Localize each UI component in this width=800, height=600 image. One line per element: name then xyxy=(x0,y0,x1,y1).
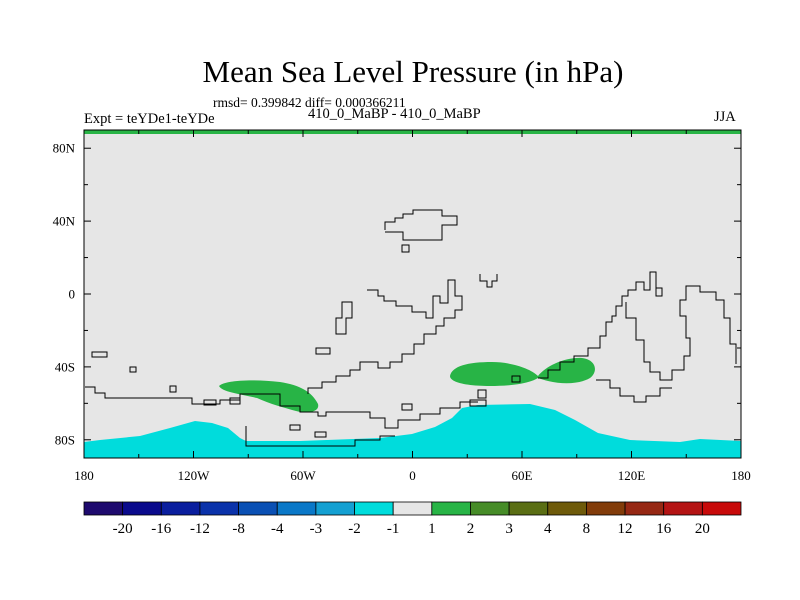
colorbar-swatch xyxy=(315,501,355,516)
stats-label: rmsd= 0.399842 diff= 0.000366211 xyxy=(213,95,406,110)
colorbar-swatch xyxy=(276,501,317,516)
colorbar-swatch xyxy=(701,501,742,516)
colorbar-swatch xyxy=(663,501,703,516)
coastline-segment xyxy=(315,347,331,355)
coastline-segment xyxy=(596,379,672,403)
south-pacific-green-region xyxy=(219,380,319,413)
colorbar-swatch xyxy=(508,501,549,516)
coastline-segment xyxy=(85,386,478,429)
coastline-segment xyxy=(401,403,413,411)
colorbar-swatch xyxy=(586,501,626,516)
coastline-segment xyxy=(314,431,327,438)
colorbar-label: -8 xyxy=(232,521,245,537)
colorbar-label: 16 xyxy=(656,521,672,537)
coastline-segment xyxy=(129,366,137,373)
colorbar-swatch xyxy=(392,501,433,516)
coastline-segment xyxy=(335,301,353,335)
coastline-segment xyxy=(307,279,463,394)
colorbar-swatch xyxy=(470,501,510,516)
coastline-segment xyxy=(169,385,177,393)
colorbar-label: -3 xyxy=(310,521,323,537)
colorbar-label: -16 xyxy=(151,521,171,537)
colorbar-swatch xyxy=(83,501,124,516)
colorbar-swatch xyxy=(160,501,201,516)
south-indian-green-region xyxy=(450,357,595,386)
colorbar-swatch xyxy=(354,501,394,516)
colorbar-label: -4 xyxy=(271,521,284,537)
coastline-segment xyxy=(203,399,217,406)
colorbar-label: 1 xyxy=(428,521,436,537)
y-tick-label: 0 xyxy=(69,287,76,302)
coastline-segment xyxy=(245,426,395,447)
colorbar-label: -1 xyxy=(387,521,400,537)
colorbar-label: 4 xyxy=(544,521,552,537)
coastline-segment xyxy=(625,285,737,381)
season-label: JJA xyxy=(714,109,736,125)
coastline-segment xyxy=(477,389,487,399)
coastline-segment xyxy=(91,351,108,358)
x-tick-label: 0 xyxy=(409,468,416,483)
x-tick-label: 120E xyxy=(618,468,646,483)
colorbar-swatch xyxy=(547,501,587,516)
y-tick-label: 40N xyxy=(53,214,76,229)
x-tick-label: 180 xyxy=(731,468,751,483)
colorbar-swatch xyxy=(199,501,239,516)
colorbar-swatch xyxy=(431,501,471,516)
colorbar-label: -12 xyxy=(190,521,210,537)
coastline-segment xyxy=(384,209,458,241)
y-tick-label: 40S xyxy=(55,359,75,374)
coastline-segment xyxy=(229,397,241,405)
colorbar-label: -2 xyxy=(348,521,361,537)
map-panel xyxy=(84,130,741,458)
colorbar-swatch xyxy=(624,501,665,516)
x-tick-label: 60E xyxy=(512,468,533,483)
map-axes: 180 120W 60W 0 60E 120E 180 80N 40N 0 40S 80S xyxy=(53,129,751,483)
chart-title: Mean Sea Level Pressure (in hPa) xyxy=(202,54,624,89)
case-label: 410_0_MaBP - 410_0_MaBP xyxy=(308,106,481,122)
x-tick-label: 60W xyxy=(290,468,316,483)
colorbar-swatch xyxy=(238,501,278,516)
colorbar-label: -20 xyxy=(113,521,133,537)
coastline-segment xyxy=(511,375,521,383)
x-tick-label: 120W xyxy=(178,468,211,483)
colorbar-label: 2 xyxy=(467,521,475,537)
coastline-segment xyxy=(289,424,301,431)
y-tick-label: 80S xyxy=(55,432,75,447)
coastline-segment xyxy=(538,271,663,379)
y-tick-label: 80N xyxy=(53,141,76,156)
colorbar-label: 8 xyxy=(583,521,591,537)
colorbar-label: 3 xyxy=(505,521,513,537)
coastline-segment xyxy=(469,399,487,407)
antarctic-cyan-region xyxy=(84,404,741,458)
x-tick-label: 180 xyxy=(74,468,94,483)
colorbar-swatch xyxy=(122,501,162,516)
coastline-overlay xyxy=(85,209,742,447)
colorbar: -20 -16 -12 -8 -4 -3 -2 -1 1 2 3 4 8 12 16 20 xyxy=(83,501,742,537)
experiment-label: Expt = teYDe1-teYDe xyxy=(84,111,215,127)
coastline-segment xyxy=(479,274,498,288)
colorbar-label: 12 xyxy=(618,521,633,537)
coastline-segment xyxy=(401,244,410,253)
colorbar-label: 20 xyxy=(695,521,710,537)
map-background xyxy=(84,130,741,458)
